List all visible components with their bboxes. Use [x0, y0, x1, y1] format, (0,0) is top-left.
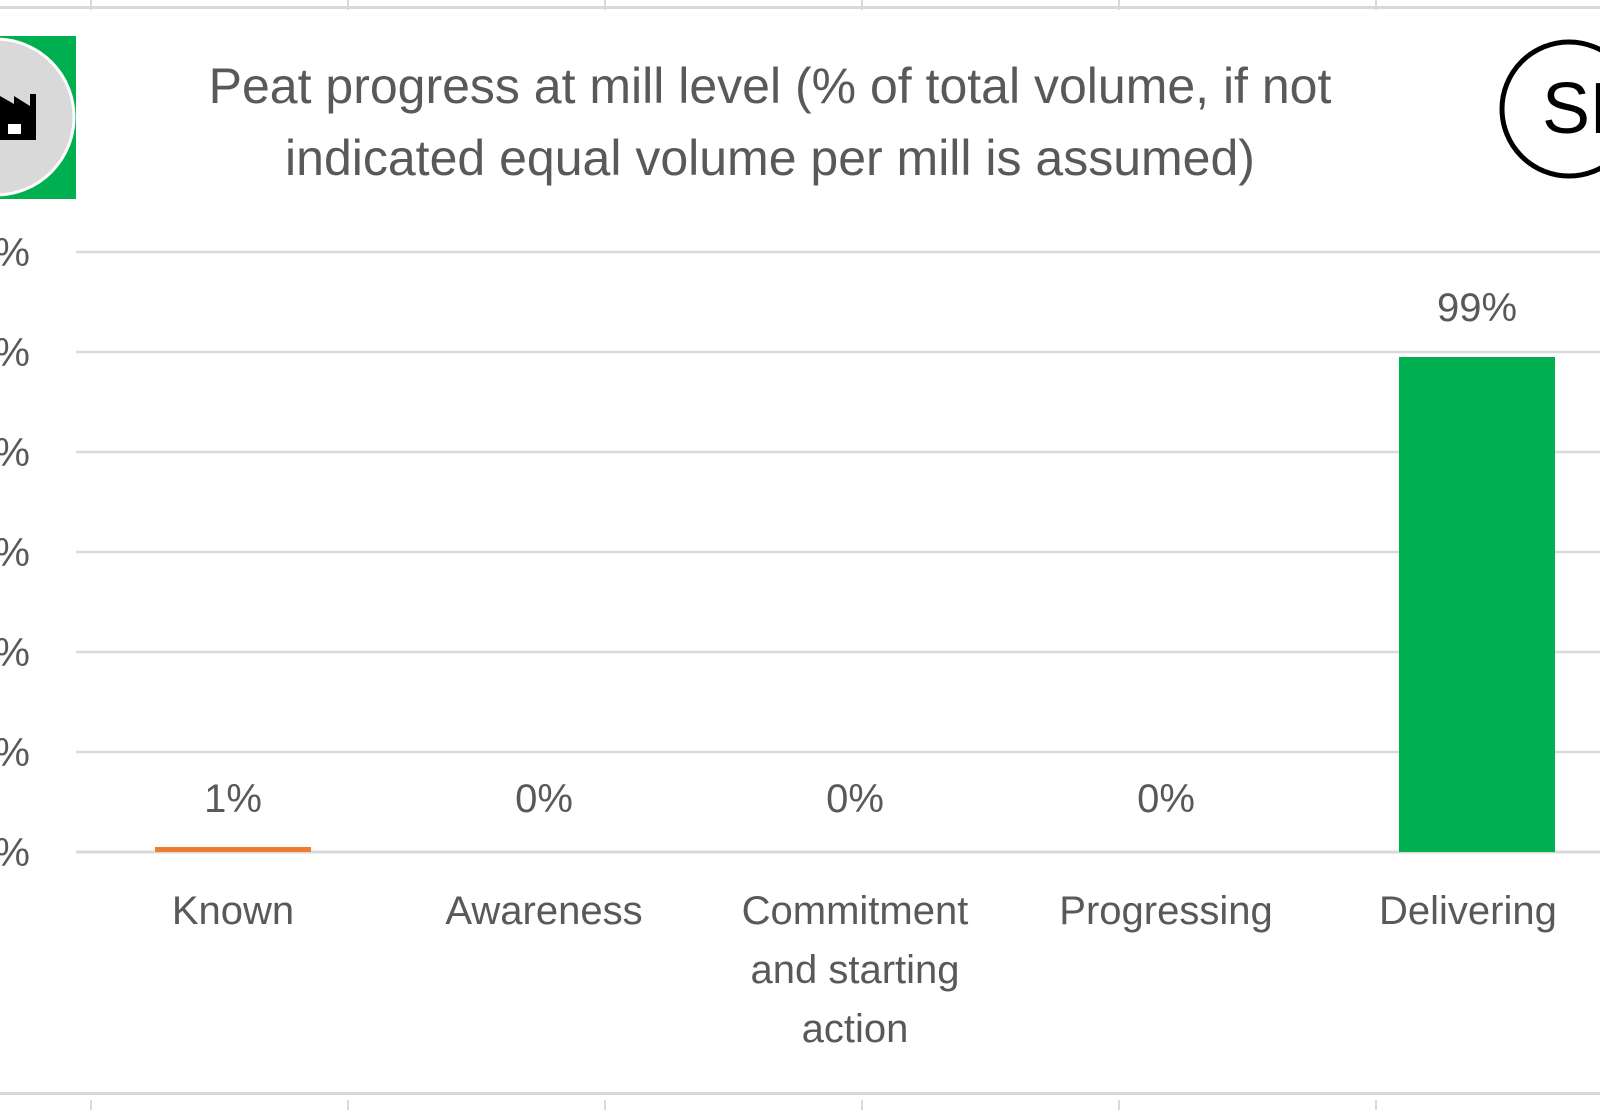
sheet-column-tick [347, 0, 349, 10]
bar-delivering [1399, 357, 1555, 852]
y-tick-label: % [0, 431, 30, 475]
x-tick-label-line: Delivering [1379, 889, 1557, 933]
sheet-column-tick [861, 0, 863, 10]
x-tick-label-line: Known [171, 889, 295, 933]
sheet-column-tick [604, 1100, 606, 1110]
x-tick-label-line: Progressing [1059, 889, 1273, 933]
x-tick-label-line: action [801, 1007, 909, 1051]
chart-title-line: Peat progress at mill level (% of total … [208, 58, 1332, 114]
x-tick-label: Progressing [1016, 882, 1316, 941]
sheet-column-tick [90, 0, 92, 10]
x-tick-label-line: Awareness [445, 889, 643, 933]
x-tick-label: Awareness [394, 882, 694, 941]
x-tick-label: Delivering [1379, 882, 1600, 941]
x-tick-label-line: and starting [750, 948, 960, 992]
data-label: 0% [826, 777, 884, 821]
chart-title-line: indicated equal volume per mill is assum… [285, 130, 1255, 186]
sheet-column-tick [1375, 1100, 1377, 1110]
data-label: 0% [515, 777, 573, 821]
y-tick-label: % [0, 631, 30, 675]
sheet-column-tick [1118, 0, 1120, 10]
sheet-column-tick [90, 1100, 92, 1110]
bar-known [155, 847, 311, 852]
sheet-column-tick [347, 1100, 349, 1110]
data-label: 1% [204, 777, 262, 821]
sheet-column-tick [1375, 0, 1377, 10]
x-tick-label: Commitment and starting action [705, 882, 1005, 1059]
sheet-column-tick [861, 1100, 863, 1110]
x-tick-label: Known [83, 882, 383, 941]
sheet-gridline-bottom [0, 1092, 1600, 1095]
y-tick-label: % [0, 531, 30, 575]
y-tick-label: % [0, 331, 30, 375]
sheet-column-tick [604, 0, 606, 10]
logo-circle-icon: SP [1499, 39, 1600, 179]
factory-icon [0, 37, 76, 197]
sheet-column-tick [1118, 1100, 1120, 1110]
logo-text: SP [1542, 69, 1600, 149]
sheet-gridline-top [0, 6, 1600, 9]
y-tick-label: % [0, 831, 30, 875]
y-tick-label: % [0, 731, 30, 775]
y-tick-label: % [0, 231, 30, 275]
x-tick-label-line: Commitment [741, 889, 969, 933]
data-label: 0% [1137, 777, 1195, 821]
chart-title: Peat progress at mill level (% of total … [130, 50, 1410, 194]
data-label: 99% [1437, 286, 1517, 330]
